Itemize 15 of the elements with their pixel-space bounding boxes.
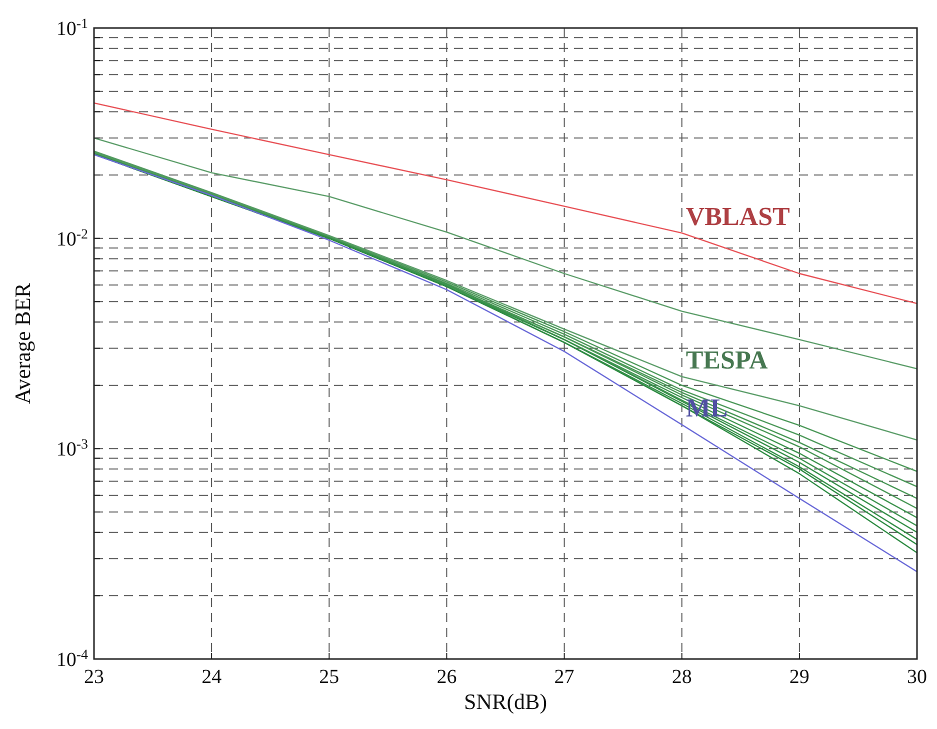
y-axis-title: Average BER <box>10 282 35 404</box>
y-tick-label: 10$^{-1}$ <box>56 16 88 40</box>
series-label: VBLAST <box>686 202 790 232</box>
y-tick-label: 10$^{-3}$ <box>56 437 88 461</box>
x-tick-label: 25 <box>319 666 340 688</box>
x-tick-label: 28 <box>672 666 692 688</box>
x-axis-title: SNR(dB) <box>464 689 548 714</box>
x-tick-label: 27 <box>554 666 574 688</box>
y-tick-label: 10$^{-2}$ <box>56 226 88 250</box>
x-tick-label: 30 <box>907 666 927 688</box>
x-tick-label: 26 <box>436 666 457 688</box>
x-tick-label: 29 <box>789 666 810 688</box>
series-label: ML <box>686 394 728 423</box>
series-label: TESPA <box>686 346 768 375</box>
x-tick-label: 24 <box>202 666 222 688</box>
